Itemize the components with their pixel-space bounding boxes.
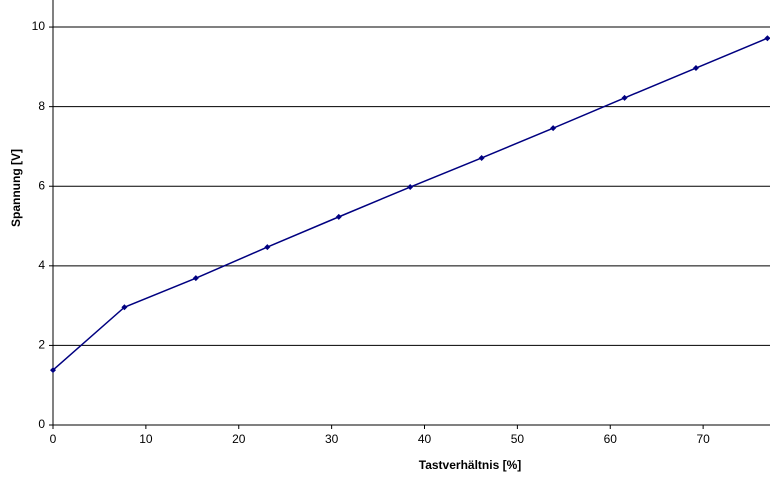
x-tick-label: 0	[50, 432, 57, 446]
x-tick-label: 60	[604, 432, 618, 446]
data-point	[335, 213, 342, 220]
x-tick-label: 30	[325, 432, 339, 446]
y-tick-label: 6	[38, 178, 45, 192]
data-point	[764, 35, 770, 42]
data-point	[550, 125, 557, 132]
data-point	[50, 367, 56, 374]
y-tick-label: 2	[38, 338, 45, 352]
y-tick-label: 4	[38, 258, 45, 272]
data-point	[264, 244, 271, 251]
y-axis-label: Spannung [V]	[9, 149, 23, 227]
data-point	[121, 304, 128, 311]
data-point	[478, 154, 485, 161]
y-tick-label: 0	[38, 417, 45, 431]
y-tick-label: 10	[32, 19, 46, 33]
x-tick-label: 70	[696, 432, 710, 446]
series-line	[52, 37, 768, 371]
x-tick-label: 20	[232, 432, 246, 446]
data-point	[621, 94, 628, 101]
x-tick-label: 40	[418, 432, 432, 446]
y-tick-label: 8	[38, 99, 45, 113]
x-tick-label: 10	[139, 432, 153, 446]
data-point	[407, 184, 414, 191]
x-tick-label: 50	[511, 432, 525, 446]
x-axis-label: Tastverhältnis [%]	[419, 458, 521, 472]
data-point	[192, 275, 199, 282]
data-point	[692, 65, 699, 72]
